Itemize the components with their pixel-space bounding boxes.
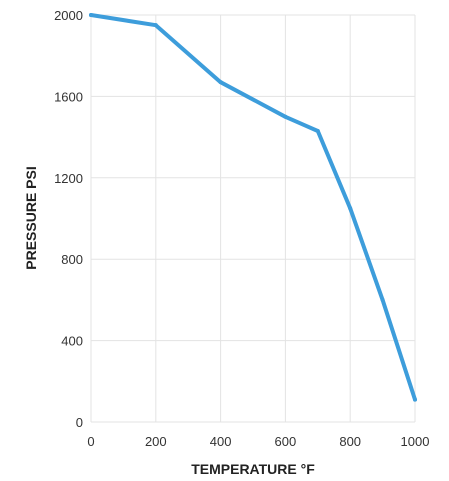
data-point [315, 128, 320, 133]
x-tick-label: 400 [210, 434, 232, 449]
x-tick-label: 200 [145, 434, 167, 449]
y-tick-label: 0 [76, 415, 83, 430]
x-tick-label: 600 [275, 434, 297, 449]
y-axis-title: PRESSURE PSI [23, 166, 39, 269]
data-point [413, 397, 417, 402]
data-point [153, 23, 158, 28]
x-tick-label: 800 [339, 434, 361, 449]
y-tick-label: 2000 [54, 8, 83, 23]
y-tick-label: 800 [61, 252, 83, 267]
data-point [283, 114, 288, 119]
y-axis-ticks: 0 400 800 1200 1600 2000 [54, 8, 83, 430]
y-tick-label: 1200 [54, 171, 83, 186]
x-tick-label: 1000 [401, 434, 430, 449]
x-axis-ticks: 0 200 400 600 800 1000 [87, 434, 429, 449]
data-point [218, 80, 223, 85]
data-point [380, 297, 385, 302]
series-group [89, 13, 417, 402]
series-line-0 [89, 13, 417, 402]
grid [90, 14, 416, 423]
x-tick-label: 0 [87, 434, 94, 449]
y-tick-label: 1600 [54, 89, 83, 104]
data-point [348, 206, 353, 211]
y-tick-label: 400 [61, 334, 83, 349]
x-axis-title: TEMPERATURE °F [191, 461, 315, 477]
data-point [89, 13, 93, 17]
